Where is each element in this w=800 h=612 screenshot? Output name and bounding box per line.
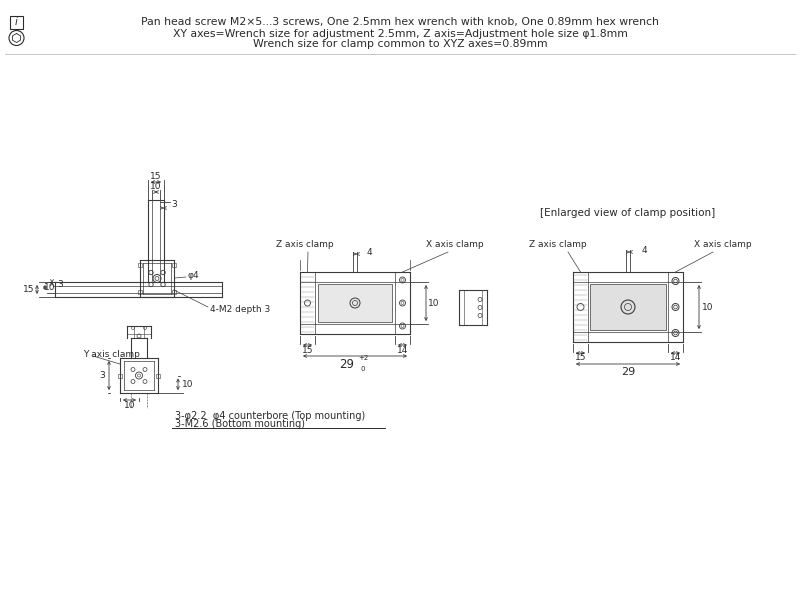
Text: 3-M2.6 (Bottom mounting): 3-M2.6 (Bottom mounting) — [175, 419, 305, 429]
Text: 15: 15 — [23, 285, 34, 294]
Text: 15: 15 — [574, 354, 586, 362]
Text: 10: 10 — [182, 380, 194, 389]
Text: X axis clamp: X axis clamp — [694, 239, 752, 248]
Text: i: i — [15, 17, 18, 27]
Text: Wrench size for clamp common to XYZ axes=0.89mm: Wrench size for clamp common to XYZ axes… — [253, 39, 547, 49]
Text: [Enlarged view of clamp position]: [Enlarged view of clamp position] — [540, 208, 716, 218]
Text: 4: 4 — [641, 245, 647, 255]
Text: 3: 3 — [171, 200, 177, 209]
Text: 15: 15 — [302, 346, 314, 354]
Bar — [172, 290, 176, 294]
Text: Y axis clamp: Y axis clamp — [83, 349, 140, 359]
Text: 29: 29 — [339, 357, 354, 370]
Text: 4: 4 — [366, 247, 372, 256]
Text: +2: +2 — [358, 355, 368, 361]
Text: 4-M2 depth 3: 4-M2 depth 3 — [210, 305, 270, 313]
Bar — [138, 263, 142, 267]
Text: 10: 10 — [428, 299, 440, 307]
Text: 3-φ2.2  φ4 counterbore (Top mounting): 3-φ2.2 φ4 counterbore (Top mounting) — [175, 411, 366, 421]
Text: 14: 14 — [670, 354, 681, 362]
Bar — [590, 284, 666, 330]
Text: 0: 0 — [361, 366, 366, 372]
Text: φ4: φ4 — [187, 271, 199, 280]
Bar — [10, 16, 23, 29]
Bar — [318, 284, 392, 322]
Bar — [172, 263, 176, 267]
Text: 29: 29 — [621, 367, 635, 377]
Text: Z axis clamp: Z axis clamp — [276, 239, 334, 248]
Text: Pan head screw M2×5...3 screws, One 2.5mm hex wrench with knob, One 0.89mm hex w: Pan head screw M2×5...3 screws, One 2.5m… — [141, 17, 659, 27]
Text: 10: 10 — [124, 400, 135, 409]
Text: X axis clamp: X axis clamp — [426, 239, 484, 248]
Text: 14: 14 — [397, 346, 408, 354]
Bar — [138, 290, 142, 294]
Text: 15: 15 — [150, 171, 162, 181]
Text: 3: 3 — [99, 371, 105, 380]
Bar — [118, 373, 122, 378]
Text: 10: 10 — [702, 302, 714, 312]
Text: Z axis clamp: Z axis clamp — [529, 239, 587, 248]
Text: 3: 3 — [57, 280, 63, 288]
Bar — [156, 373, 160, 378]
Text: 10: 10 — [44, 283, 56, 292]
Text: XY axes=Wrench size for adjustment 2.5mm, Z axis=Adjustment hole size φ1.8mm: XY axes=Wrench size for adjustment 2.5mm… — [173, 29, 627, 39]
Text: 10: 10 — [150, 182, 162, 190]
